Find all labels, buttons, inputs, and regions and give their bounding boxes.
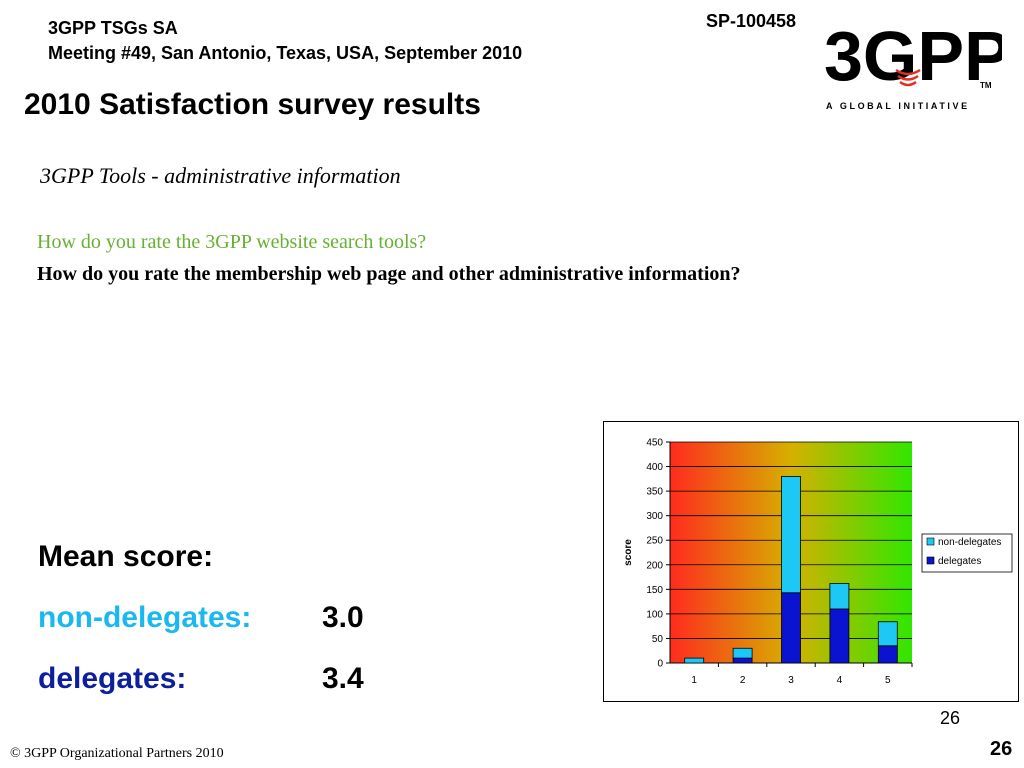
logo-text: 3GPP — [824, 17, 1002, 95]
legend-label-delegates: delegates — [938, 556, 981, 567]
x-tick-label: 1 — [691, 675, 697, 686]
x-tick-label: 4 — [837, 675, 843, 686]
question-search-tools: How do you rate the 3GPP website search … — [37, 231, 427, 253]
meeting-line1: 3GPP TSGs SA — [48, 18, 178, 38]
bar-delegates-5 — [877, 645, 898, 664]
x-tick-label: 5 — [885, 675, 891, 686]
y-tick-label: 250 — [646, 536, 663, 547]
y-tick-label: 150 — [646, 585, 663, 596]
non-delegates-value: 3.0 — [322, 601, 364, 634]
legend-swatch-non-delegates — [926, 537, 935, 546]
slide-number: 26 — [990, 738, 1013, 760]
slide-title: 2010 Satisfaction survey results — [24, 88, 481, 121]
bar-non-delegates-5 — [877, 621, 898, 647]
document-id: SP-100458 — [706, 11, 797, 31]
y-axis-label: score — [623, 539, 634, 566]
bar-delegates-3 — [781, 592, 801, 664]
y-tick-label: 0 — [657, 659, 663, 670]
mean-score-label: Mean score: — [38, 540, 214, 573]
3gpp-logo: 3GPP TM A GLOBAL INITIATIVE — [822, 8, 1011, 120]
bar-non-delegates-1 — [684, 657, 705, 664]
legend-box — [921, 533, 1013, 573]
copyright-notice: © 3GPP Organizational Partners 2010 — [10, 746, 224, 761]
bar-delegates-2 — [732, 657, 753, 664]
bar-non-delegates-3 — [781, 475, 801, 594]
bar-non-delegates-2 — [732, 647, 753, 659]
legend-swatch-delegates — [926, 556, 935, 565]
delegates-label: delegates: — [38, 662, 187, 695]
bar-non-delegates-4 — [829, 583, 850, 610]
non-delegates-label: non-delegates: — [38, 601, 252, 634]
question-membership-page: How do you rate the membership web page … — [37, 263, 741, 285]
y-tick-label: 50 — [652, 634, 664, 645]
legend-label-non-delegates: non-delegates — [938, 537, 1001, 548]
slide-number-small: 26 — [940, 708, 961, 728]
delegates-value: 3.4 — [322, 662, 364, 695]
x-tick-label: 2 — [740, 675, 746, 686]
y-tick-label: 350 — [646, 487, 663, 498]
x-tick-label: 3 — [788, 675, 794, 686]
bar-delegates-4 — [829, 608, 850, 664]
logo-tagline: A GLOBAL INITIATIVE — [826, 101, 970, 111]
y-tick-label: 200 — [646, 560, 663, 571]
y-tick-label: 100 — [646, 609, 663, 620]
logo-trademark: TM — [980, 81, 992, 90]
stacked-bar-chart: 0 50 100 150 200 250 300 350 400 450 1 2 3 4 5 score non… — [623, 438, 1013, 686]
y-tick-label: 400 — [646, 462, 663, 473]
y-tick-label: 450 — [646, 438, 663, 449]
meeting-line2: Meeting #49, San Antonio, Texas, USA, Se… — [48, 43, 523, 63]
chart-frame: 0 50 100 150 200 250 300 350 400 450 1 2 3 4 5 score non… — [603, 421, 1019, 702]
slide-subtitle: 3GPP Tools - administrative information — [40, 163, 401, 188]
y-tick-label: 300 — [646, 511, 663, 522]
